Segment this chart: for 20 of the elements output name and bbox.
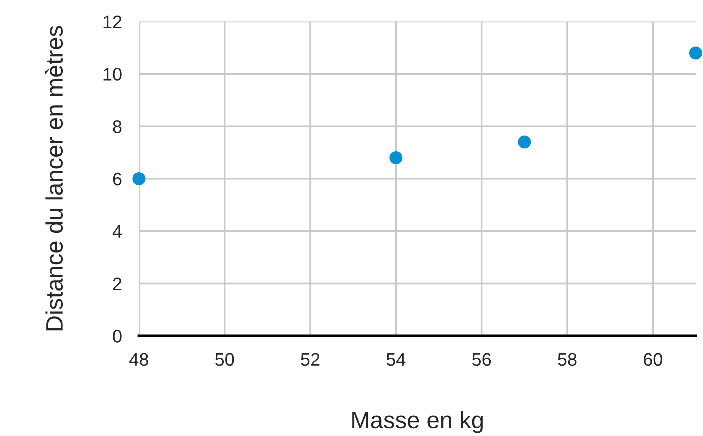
y-axis-title: Distance du lancer en mètres: [45, 26, 64, 331]
x-tick-label: 52: [301, 353, 320, 366]
x-tick-label: 58: [558, 353, 577, 366]
point: [518, 136, 532, 149]
x-tick-label: 50: [216, 353, 234, 366]
x-axis-title: Masse en kg: [352, 411, 483, 434]
x-tick-label: 60: [644, 353, 662, 366]
x-tick-label: 54: [386, 353, 406, 366]
y-tick-label: 6: [113, 172, 122, 186]
point: [390, 152, 403, 165]
y-tick-label: 4: [112, 225, 122, 238]
y-tick-label: 12: [104, 16, 122, 28]
y-tick-label: 0: [113, 330, 122, 343]
y-tick-label: 8: [113, 120, 122, 134]
point: [132, 172, 146, 186]
x-tick-label: 56: [472, 353, 492, 366]
y-tick-label: 2: [113, 278, 122, 290]
x-tick-label: 48: [130, 353, 148, 366]
point: [689, 46, 702, 60]
y-tick-label: 10: [104, 68, 122, 81]
